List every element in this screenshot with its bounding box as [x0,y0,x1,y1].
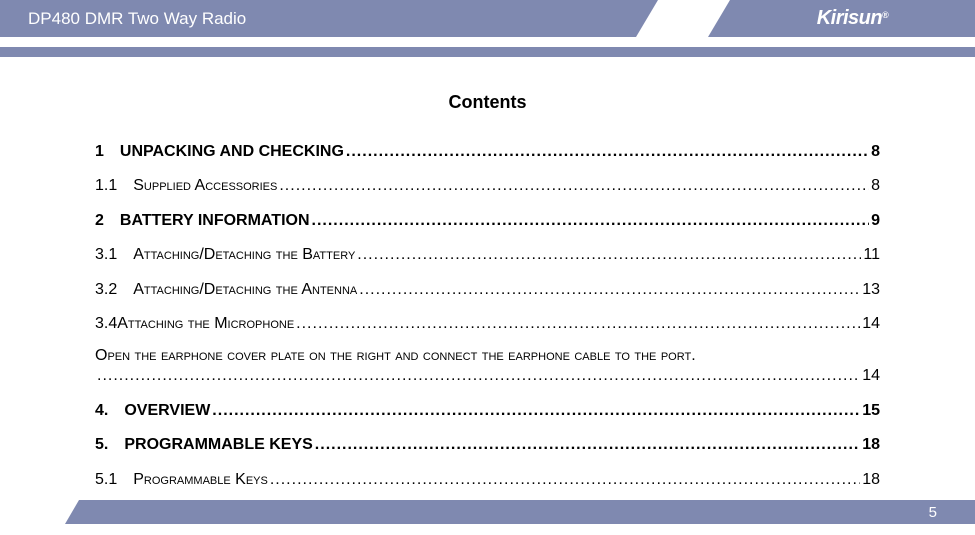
toc-label: 1.1 Supplied Accessories [95,175,277,197]
contents-title: Contents [95,92,880,113]
toc-leader [279,175,869,197]
toc-entry: 3.4Attaching the Microphone 14 [95,313,880,335]
toc-label: 4. OVERVIEW [95,400,210,422]
toc-leader [315,434,860,456]
brand-text: Kirisun [817,7,882,29]
toc-leader [296,313,860,335]
toc-entry: 1 UNPACKING AND CHECKING 8 [95,141,880,163]
toc-leader [346,141,869,163]
toc-leader [212,400,860,422]
toc-label: 3.1 Attaching/Detaching the Battery [95,244,355,266]
header-title: DP480 DMR Two Way Radio [28,9,246,29]
toc-leader [359,279,860,301]
toc-list: 1 UNPACKING AND CHECKING81.1 Supplied Ac… [95,141,880,491]
registered-icon: ® [882,10,888,20]
toc-entry: 3.2 Attaching/Detaching the Antenna 13 [95,279,880,301]
toc-leader [357,244,861,266]
toc-label: 3.4Attaching the Microphone [95,313,294,335]
toc-page: 8 [871,141,880,163]
toc-page: 9 [871,210,880,232]
toc-entry: 5. PROGRAMMABLE KEYS 18 [95,434,880,456]
toc-page: 18 [862,434,880,456]
toc-label: 1 UNPACKING AND CHECKING [95,141,344,163]
toc-label: 2 BATTERY INFORMATION [95,210,310,232]
header: DP480 DMR Two Way Radio Kirisun® [0,0,975,62]
toc-label: 5.1 Programmable Keys [95,469,268,491]
footer-divider [65,500,79,524]
toc-label: Open the earphone cover plate on the rig… [95,347,696,364]
toc-multiline-tail: 14 [95,365,880,387]
header-divider-left [636,0,658,37]
toc-page: 11 [863,244,880,266]
toc-page: 14 [862,313,880,335]
toc-page: 13 [862,279,880,301]
toc-multiline: Open the earphone cover plate on the rig… [95,347,880,365]
footer-bar: 5 [79,500,975,524]
toc-entry: 4. OVERVIEW 15 [95,400,880,422]
toc-page: 18 [862,469,880,491]
toc-entry: 5.1 Programmable Keys 18 [95,469,880,491]
header-divider-right [708,0,730,37]
toc-entry: 3.1 Attaching/Detaching the Battery 11 [95,244,880,266]
toc-entry: 1.1 Supplied Accessories 8 [95,175,880,197]
toc-page: 14 [862,365,880,387]
toc-leader [97,365,860,387]
contents-section: Contents 1 UNPACKING AND CHECKING81.1 Su… [0,62,975,491]
toc-entry: 2 BATTERY INFORMATION 9 [95,210,880,232]
toc-leader [312,210,870,232]
toc-page: 8 [871,175,880,197]
toc-label: 3.2 Attaching/Detaching the Antenna [95,279,357,301]
page-number: 5 [929,504,937,521]
brand-logo: Kirisun® [817,7,889,30]
toc-label: 5. PROGRAMMABLE KEYS [95,434,313,456]
toc-leader [270,469,860,491]
header-brand-bar: Kirisun® [730,0,975,37]
toc-page: 15 [862,400,880,422]
header-stripe [0,47,975,57]
header-title-bar: DP480 DMR Two Way Radio [0,0,636,37]
